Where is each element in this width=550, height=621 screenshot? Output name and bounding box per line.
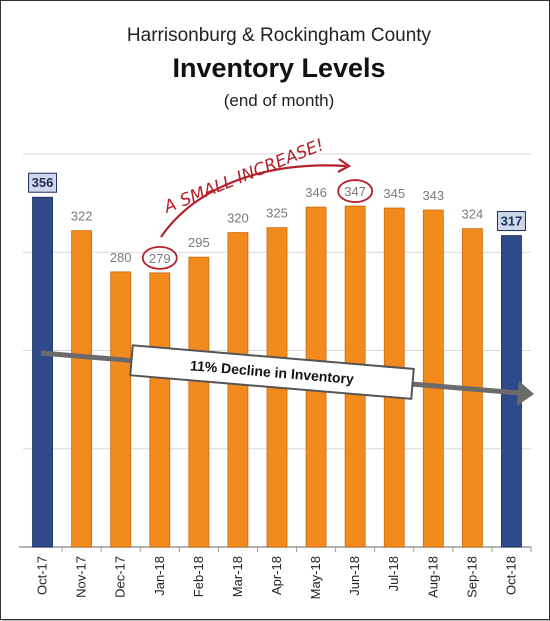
bars [32, 196, 522, 548]
x-tick-label: Feb-18 [191, 556, 206, 597]
x-tick-label: Jan-18 [152, 556, 167, 596]
value-label: 356 [32, 175, 54, 190]
value-label-box [496, 211, 526, 232]
value-label: 347 [344, 184, 366, 199]
category-labels: Oct-17 Nov-17 Dec-17 Jan-18 Feb-18 Mar-18 Apr-… [35, 556, 519, 599]
callout-arrowhead [337, 158, 352, 173]
x-tick-label: May-18 [308, 556, 323, 599]
callout-text: A SMALL INCREASE! [160, 135, 327, 218]
x-tick-label: Oct-18 [503, 556, 518, 595]
chart-title: Harrisonburg & Rockingham County [127, 25, 432, 46]
x-tick-label: Aug-18 [425, 556, 440, 598]
bar-aug-18 [422, 209, 444, 548]
x-tick-label: Mar-18 [230, 556, 245, 597]
value-circle [337, 179, 374, 203]
value-label: 322 [71, 209, 93, 224]
x-tick-label: Apr-18 [269, 556, 284, 595]
bar-nov-17 [71, 230, 93, 548]
value-label: 317 [501, 214, 523, 229]
x-tick-label: Jun-18 [347, 556, 362, 596]
x-tick-label: Sep-18 [464, 556, 479, 598]
value-label: 279 [149, 251, 171, 266]
chart-note: (end of month) [224, 91, 335, 110]
value-label: 295 [188, 235, 210, 250]
bar-feb-18 [188, 256, 210, 548]
bar-mar-18 [227, 232, 249, 548]
value-circle [141, 245, 178, 270]
x-tick-label: Nov-17 [74, 556, 89, 598]
value-label: 324 [462, 207, 484, 222]
trend-label-box [129, 344, 415, 400]
trend-annotation: 11% Decline in Inventory [40, 344, 534, 406]
value-label: 345 [383, 186, 405, 201]
bar-oct-17 [32, 196, 53, 548]
bar-jan-18 [149, 272, 171, 548]
x-tick-label: Dec-17 [113, 556, 128, 598]
value-label: 280 [110, 250, 132, 265]
value-label: 343 [422, 188, 444, 203]
value-label: 325 [266, 206, 288, 221]
callout-arrow-line [160, 164, 347, 238]
value-label: 320 [227, 211, 249, 226]
value-label: 346 [305, 185, 327, 200]
trend-arrowhead [517, 381, 534, 406]
bar-dec-17 [110, 271, 132, 548]
x-tick-label: Oct-17 [35, 556, 50, 595]
x-tick-label: Jul-18 [386, 556, 401, 591]
value-labels: 356 322 280 279 295 320 325 346 347 345 343 324 317 [28, 172, 526, 270]
chart-subtitle: Inventory Levels [172, 53, 385, 83]
value-label-box [28, 172, 58, 193]
